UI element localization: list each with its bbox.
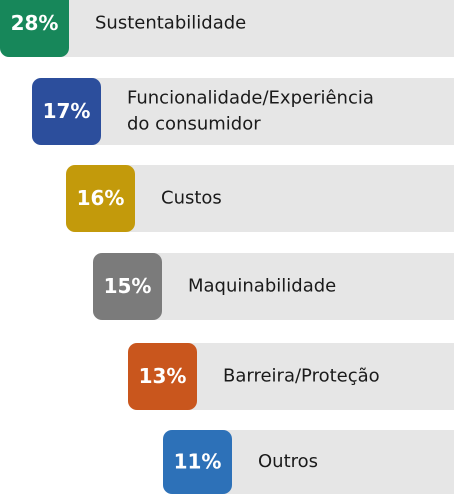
- percent-label: 11%: [174, 450, 222, 474]
- percent-label: 13%: [139, 364, 187, 388]
- item-bar: [42, 78, 454, 145]
- item-bar: [138, 343, 454, 410]
- item-label: Maquinabilidade: [188, 276, 336, 297]
- item-bar: [10, 0, 454, 57]
- percent-badge: [93, 253, 162, 320]
- item-label: do consumidor: [127, 114, 261, 135]
- list-item: 17% Funcionalidade/Experiência do consumid…: [32, 78, 454, 145]
- percent-label: 28%: [11, 11, 59, 35]
- item-label: Sustentabilidade: [95, 13, 246, 34]
- item-label: Barreira/Proteção: [223, 366, 380, 387]
- percent-label: 17%: [43, 99, 91, 123]
- percent-label: 16%: [77, 186, 125, 210]
- percent-badge: [163, 430, 232, 494]
- percent-badge: [32, 78, 101, 145]
- percent-badge: [128, 343, 197, 410]
- list-item: 16% Custos: [66, 165, 454, 232]
- item-label: Funcionalidade/Experiência: [127, 88, 374, 109]
- item-label: Custos: [161, 188, 222, 209]
- item-label: Outros: [258, 451, 318, 472]
- item-bar: [76, 165, 454, 232]
- list-item: 15% Maquinabilidade: [93, 253, 454, 320]
- list-item: 11% Outros: [163, 430, 454, 494]
- item-bar: [173, 430, 454, 494]
- list-item: 13% Barreira/Proteção: [128, 343, 454, 410]
- item-bar: [103, 253, 454, 320]
- percent-label: 15%: [104, 274, 152, 298]
- percent-badge: [0, 0, 69, 57]
- percent-badge: [66, 165, 135, 232]
- list-item: 28% Sustentabilidade: [0, 0, 454, 57]
